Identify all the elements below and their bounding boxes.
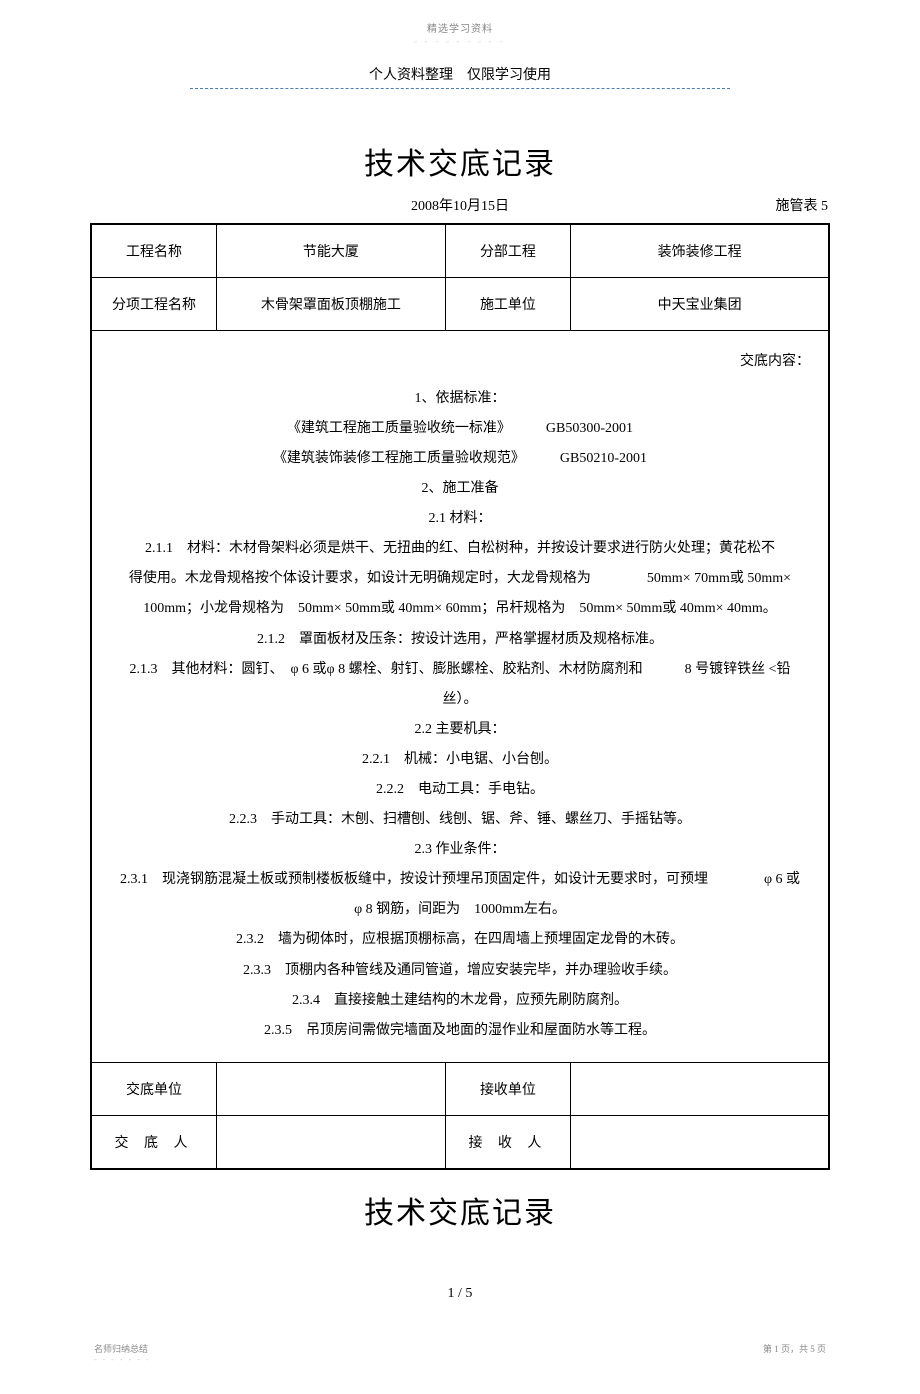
label-item-name: 分项工程名称 (91, 278, 216, 331)
content-body: 1、依据标准：《建筑工程施工质量验收统一标准》 GB50300-2001《建筑装… (100, 384, 820, 1046)
date-row: 2008年10月15日 施管表 5 (90, 195, 830, 215)
footer-left-wrap: 名师归纳总结 - - - - - - - (94, 1342, 151, 1364)
record-table: 工程名称 节能大厦 分部工程 装饰装修工程 分项工程名称 木骨架罩面板顶棚施工 … (90, 223, 830, 1170)
label-construction-unit: 施工单位 (445, 278, 570, 331)
content-line: 1、依据标准： (100, 384, 820, 414)
top-watermark: 精选学习资料 (90, 20, 830, 35)
info-row-2: 分项工程名称 木骨架罩面板顶棚施工 施工单位 中天宝业集团 (91, 278, 829, 331)
main-title: 技术交底记录 (90, 139, 830, 183)
top-dots: - - - - - - - - - (90, 37, 830, 46)
content-line: 2.3.3 顶棚内各种管线及通同管道，增应安装完毕，并办理验收手续。 (100, 956, 820, 986)
content-line: 2.1.3 其他材料：圆钉、 φ 6 或φ 8 螺栓、射钉、膨胀螺栓、胶粘剂、木… (100, 655, 820, 685)
header-underline (190, 88, 730, 89)
page: 精选学习资料 - - - - - - - - - 个人资料整理 仅限学习使用 技… (0, 0, 920, 1394)
content-line: 《建筑工程施工质量验收统一标准》 GB50300-2001 (100, 414, 820, 444)
date-text: 2008年10月15日 (172, 195, 748, 215)
value-delivering-unit (216, 1062, 445, 1115)
content-line: 2.3.4 直接接触土建结构的木龙骨，应预先刷防腐剂。 (100, 986, 820, 1016)
content-heading: 交底内容： (100, 347, 820, 378)
content-cell: 交底内容： 1、依据标准：《建筑工程施工质量验收统一标准》 GB50300-20… (91, 331, 829, 1063)
label-delivering-person: 交 底 人 (91, 1115, 216, 1169)
value-construction-unit: 中天宝业集团 (571, 278, 829, 331)
label-receiving-unit: 接收单位 (445, 1062, 570, 1115)
value-delivering-person (216, 1115, 445, 1169)
content-line: 2.3.1 现浇钢筋混凝土板或预制楼板板缝中，按设计预埋吊顶固定件，如设计无要求… (100, 865, 820, 895)
content-line: 100mm；小龙骨规格为 50mm× 50mm或 40mm× 60mm；吊杆规格… (100, 594, 820, 624)
footer-left: 名师归纳总结 (94, 1342, 151, 1355)
value-sub-project: 装饰装修工程 (571, 224, 829, 278)
content-line: 《建筑装饰装修工程施工质量验收规范》 GB50210-2001 (100, 444, 820, 474)
value-item-name: 木骨架罩面板顶棚施工 (216, 278, 445, 331)
content-line: 2.3.5 吊顶房间需做完墙面及地面的湿作业和屋面防水等工程。 (100, 1016, 820, 1046)
label-project-name: 工程名称 (91, 224, 216, 278)
sub-title: 技术交底记录 (90, 1188, 830, 1232)
content-line: 2.2.2 电动工具：手电钻。 (100, 775, 820, 805)
content-line: 2.2 主要机具： (100, 715, 820, 745)
content-line: 得使用。木龙骨规格按个体设计要求，如设计无明确规定时，大龙骨规格为 50mm× … (100, 564, 820, 594)
content-line: φ 8 钢筋，间距为 1000mm左右。 (100, 895, 820, 925)
signature-row-1: 交底单位 接收单位 (91, 1062, 829, 1115)
content-line: 2、施工准备 (100, 474, 820, 504)
content-line: 2.3 作业条件： (100, 835, 820, 865)
content-line: 2.1.2 罩面板材及压条：按设计选用，严格掌握材质及规格标准。 (100, 625, 820, 655)
content-line: 2.2.3 手动工具：木刨、扫槽刨、线刨、锯、斧、锤、螺丝刀、手摇钻等。 (100, 805, 820, 835)
content-line: 2.2.1 机械：小电锯、小台刨。 (100, 745, 820, 775)
footer-left-dots: - - - - - - - (94, 1355, 151, 1364)
signature-row-2: 交 底 人 接 收 人 (91, 1115, 829, 1169)
label-sub-project: 分部工程 (445, 224, 570, 278)
label-receiving-person: 接 收 人 (445, 1115, 570, 1169)
value-receiving-unit (571, 1062, 829, 1115)
value-project-name: 节能大厦 (216, 224, 445, 278)
content-line: 2.3.2 墙为砌体时，应根据顶棚标高，在四周墙上预埋固定龙骨的木砖。 (100, 925, 820, 955)
page-number: 1 / 5 (90, 1286, 830, 1302)
footer: 名师归纳总结 - - - - - - - 第 1 页，共 5 页 (90, 1342, 830, 1364)
content-line: 2.1 材料： (100, 504, 820, 534)
content-row: 交底内容： 1、依据标准：《建筑工程施工质量验收统一标准》 GB50300-20… (91, 331, 829, 1063)
form-number: 施管表 5 (748, 195, 828, 215)
footer-right: 第 1 页，共 5 页 (763, 1342, 826, 1364)
header-note: 个人资料整理 仅限学习使用 (90, 64, 830, 84)
label-delivering-unit: 交底单位 (91, 1062, 216, 1115)
content-line: 2.1.1 材料：木材骨架料必须是烘干、无扭曲的红、白松树种，并按设计要求进行防… (100, 534, 820, 564)
info-row-1: 工程名称 节能大厦 分部工程 装饰装修工程 (91, 224, 829, 278)
value-receiving-person (571, 1115, 829, 1169)
content-line: 丝）。 (100, 685, 820, 715)
